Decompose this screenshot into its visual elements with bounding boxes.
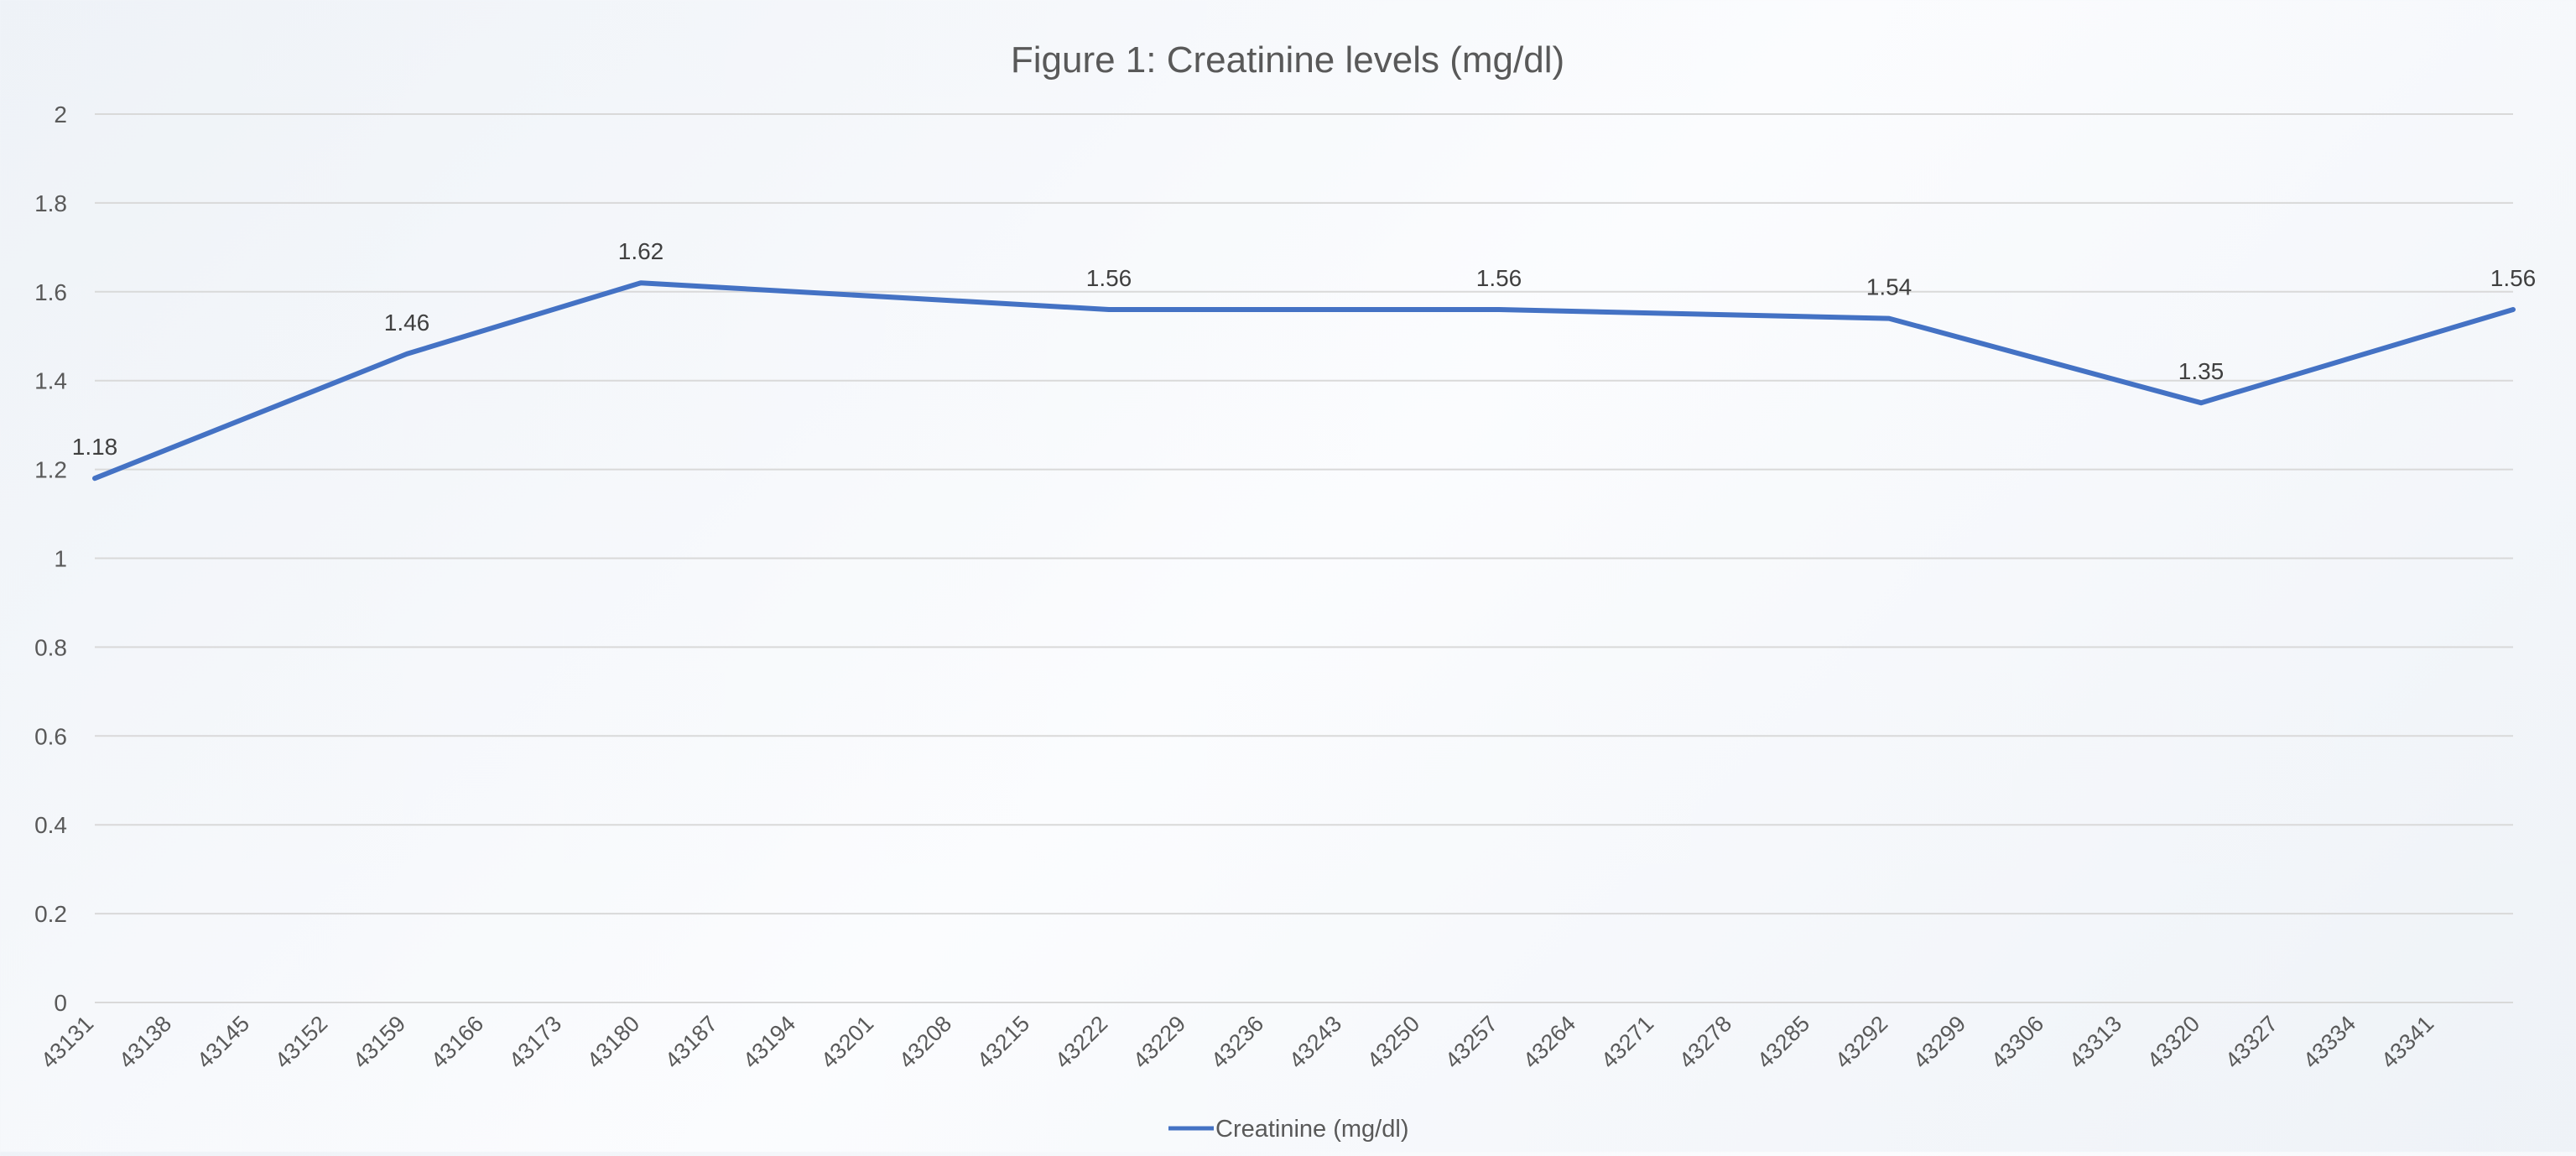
x-tick-label: 43320	[2142, 1011, 2204, 1073]
x-tick-label: 43341	[2376, 1011, 2438, 1073]
x-tick-label: 43222	[1050, 1011, 1112, 1073]
x-tick-label: 43334	[2298, 1011, 2360, 1073]
data-label: 1.54	[1866, 274, 1912, 300]
x-tick-label: 43285	[1752, 1011, 1814, 1073]
x-tick-label: 43180	[582, 1011, 644, 1073]
data-label: 1.46	[384, 310, 430, 336]
x-tick-label: 43145	[192, 1011, 254, 1073]
x-tick-label: 43243	[1284, 1011, 1346, 1073]
y-tick-label: 0.8	[34, 634, 67, 660]
x-tick-label: 43306	[1986, 1011, 2048, 1073]
x-tick-label: 43173	[504, 1011, 566, 1073]
x-tick-label: 43194	[738, 1011, 800, 1073]
data-label: 1.18	[72, 434, 118, 460]
series-line-creatinine	[92, 280, 2516, 482]
x-tick-label: 43229	[1128, 1011, 1190, 1073]
x-tick-label: 43187	[660, 1011, 722, 1073]
x-tick-label: 43215	[972, 1011, 1034, 1073]
x-tick-label: 43166	[426, 1011, 488, 1073]
x-tick-label: 43292	[1830, 1011, 1892, 1073]
y-tick-label: 1.4	[34, 368, 67, 394]
data-labels: 1.18 1.46 1.62 1.56 1.56 1.54 1.35 1.56	[72, 238, 2537, 460]
x-tick-label: 43264	[1518, 1011, 1580, 1073]
y-tick-label: 1.8	[34, 190, 67, 216]
gridlines	[95, 113, 2513, 1003]
legend: Creatinine (mg/dl)	[1168, 1116, 1408, 1143]
x-tick-label: 43250	[1362, 1011, 1424, 1073]
y-tick-label: 1.6	[34, 279, 67, 305]
y-tick-label: 0	[54, 990, 67, 1016]
x-tick-label: 43271	[1596, 1011, 1658, 1073]
x-tick-label: 43236	[1206, 1011, 1268, 1073]
x-tick-label: 43159	[348, 1011, 410, 1073]
series-layer	[92, 280, 2516, 482]
y-tick-label: 0.4	[34, 812, 67, 838]
y-axis-ticks: 0 0.2 0.4 0.6 0.8 1 1.2 1.4 1.6 1.8 2	[34, 102, 67, 1016]
y-tick-label: 0.6	[34, 723, 67, 749]
data-label: 1.56	[1086, 265, 1132, 291]
x-tick-label: 43313	[2064, 1011, 2126, 1073]
x-tick-label: 43138	[114, 1011, 176, 1073]
y-tick-label: 2	[54, 102, 67, 128]
x-tick-label: 43152	[270, 1011, 332, 1073]
x-tick-label: 43257	[1440, 1011, 1502, 1073]
y-tick-label: 0.2	[34, 901, 67, 927]
x-tick-label: 43299	[1908, 1011, 1970, 1073]
x-tick-label: 43278	[1674, 1011, 1736, 1073]
data-label: 1.62	[618, 238, 664, 264]
y-tick-label: 1	[54, 546, 67, 572]
x-tick-label: 43131	[36, 1011, 98, 1073]
data-label: 1.35	[2178, 358, 2225, 384]
data-label: 1.56	[1476, 265, 1522, 291]
x-tick-label: 43208	[894, 1011, 956, 1073]
chart-title: Figure 1: Creatinine levels (mg/dl)	[1011, 39, 1564, 81]
x-tick-label: 43201	[816, 1011, 878, 1073]
x-tick-label: 43327	[2220, 1011, 2282, 1073]
x-axis-ticks: 43131 43138 43145 43152 43159 43166 43173 43180…	[36, 1011, 2438, 1073]
legend-label-creatinine: Creatinine (mg/dl)	[1215, 1116, 1408, 1143]
data-label: 1.56	[2490, 265, 2537, 291]
y-tick-label: 1.2	[34, 457, 67, 483]
